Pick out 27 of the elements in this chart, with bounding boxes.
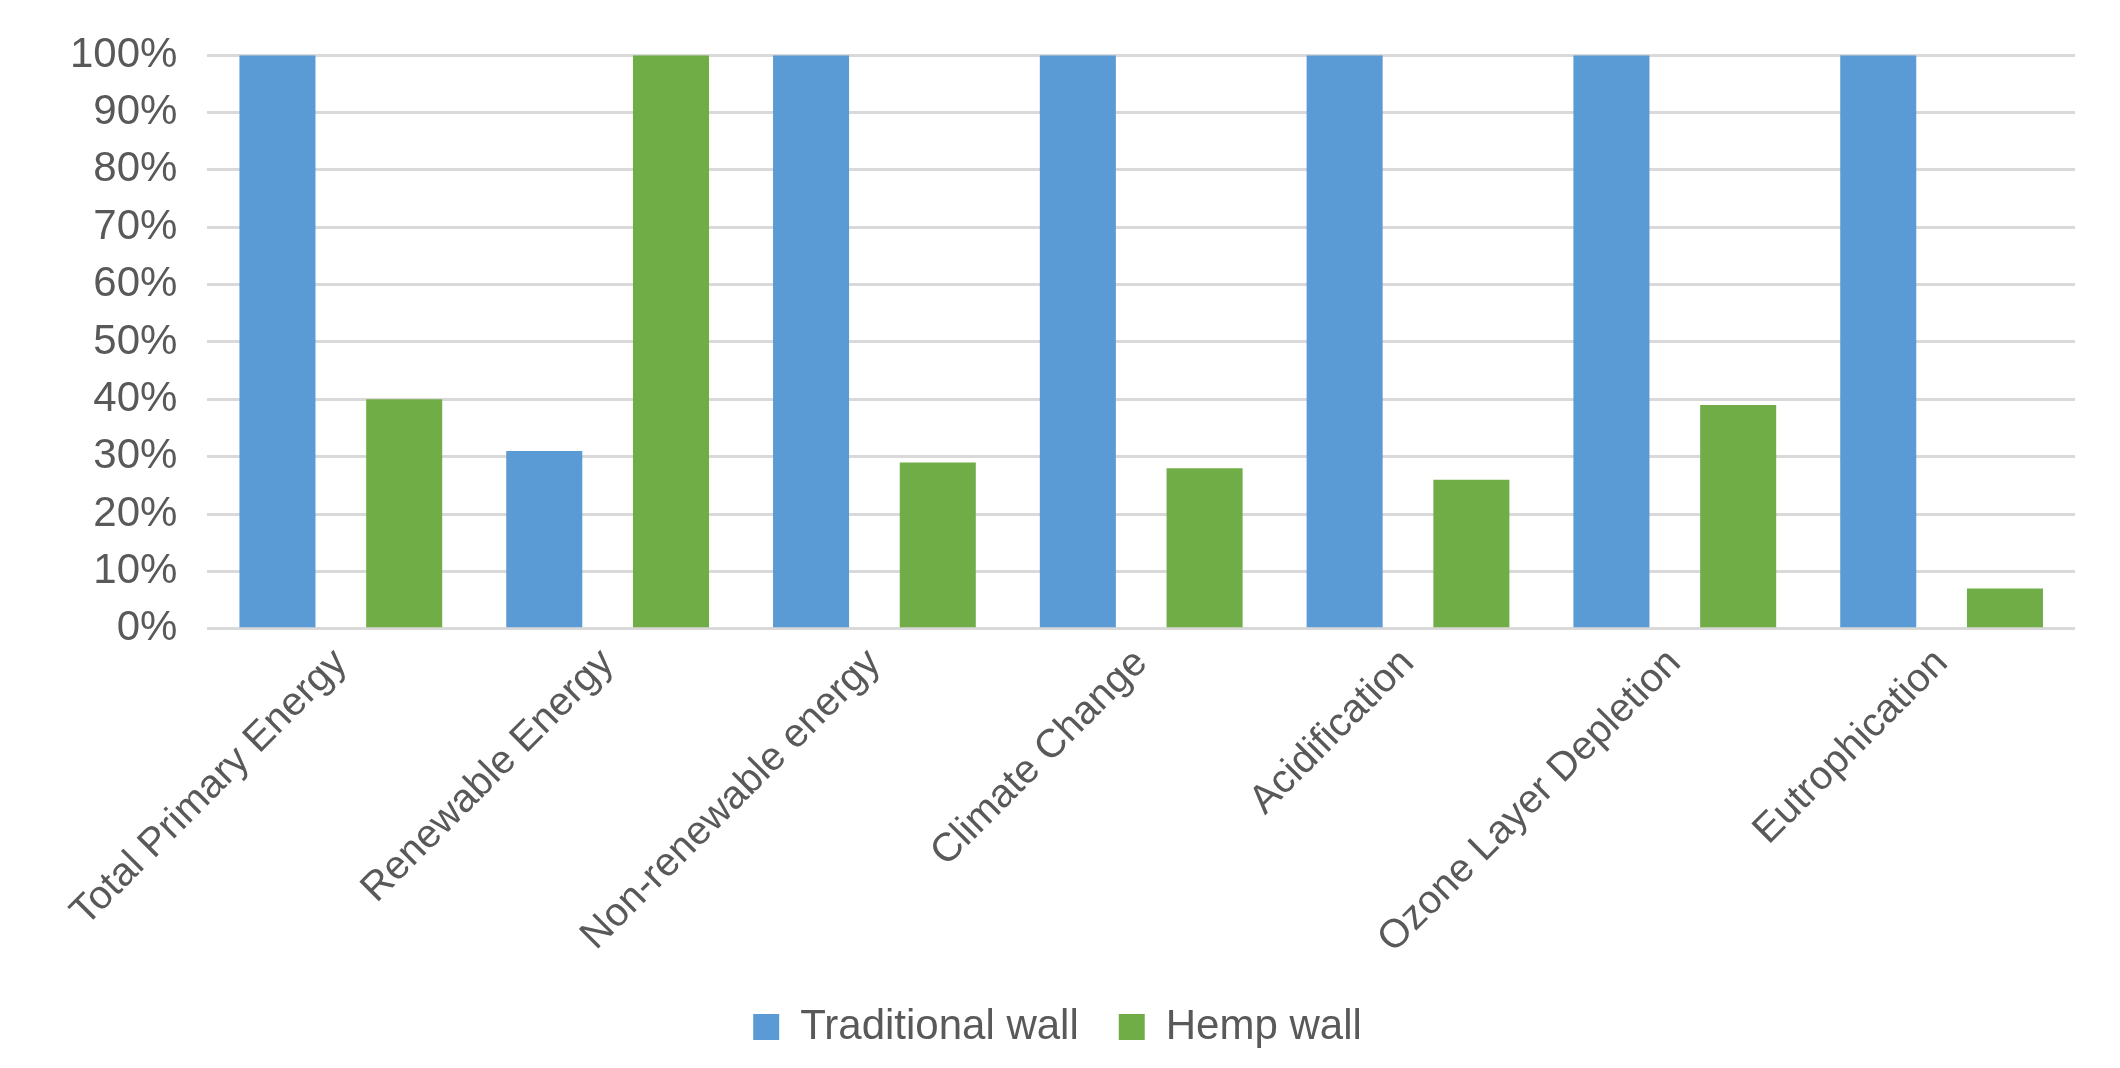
bar xyxy=(1840,55,1917,628)
y-tick-label: 40% xyxy=(93,372,178,420)
legend-label: Hemp wall xyxy=(1165,1000,1362,1048)
bar xyxy=(239,55,316,628)
y-tick-label: 50% xyxy=(93,315,178,363)
y-tick-label: 20% xyxy=(93,487,178,535)
bar xyxy=(366,399,443,628)
bar xyxy=(1700,405,1777,628)
bar xyxy=(506,450,583,628)
bar xyxy=(1306,55,1383,628)
bar xyxy=(773,55,850,628)
y-tick-label: 30% xyxy=(93,430,178,478)
bar xyxy=(1573,55,1650,628)
bar xyxy=(1166,468,1243,628)
y-tick-label: 60% xyxy=(93,258,178,306)
bar xyxy=(632,55,709,628)
bar xyxy=(1039,55,1116,628)
bar xyxy=(1433,479,1510,628)
bar xyxy=(1966,588,2043,628)
y-tick-label: 10% xyxy=(93,544,178,592)
y-tick-label: 100% xyxy=(70,28,178,76)
legend-label: Traditional wall xyxy=(800,1000,1079,1048)
y-tick-label: 70% xyxy=(93,200,178,248)
y-tick-label: 90% xyxy=(93,86,178,134)
y-tick-label: 80% xyxy=(93,143,178,191)
y-tick-label: 0% xyxy=(116,602,178,650)
bar xyxy=(899,462,976,628)
